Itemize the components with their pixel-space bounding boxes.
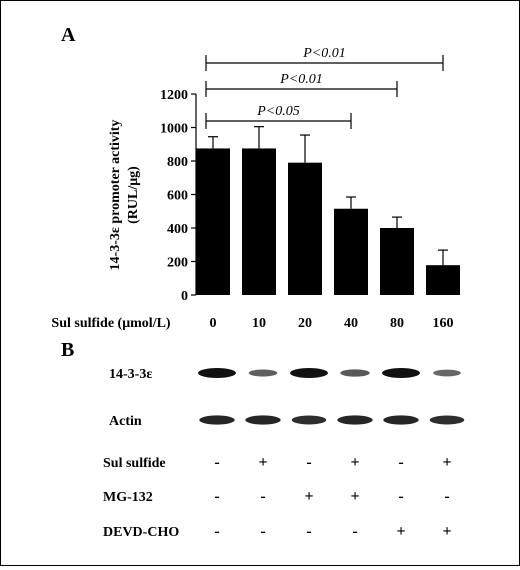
blot-band-2-6	[429, 415, 465, 425]
blot-band-1-2	[248, 369, 278, 377]
treatment-mark-2-3: +	[304, 488, 313, 505]
y-tick-label-600: 600	[167, 189, 188, 204]
treatment-mark-1-5: -	[398, 454, 403, 471]
bar-80	[380, 228, 414, 295]
x-tick-label-0: 0	[210, 316, 217, 331]
treatment-mark-2-4: +	[350, 488, 359, 505]
treatment-mark-1-1: -	[214, 454, 219, 471]
treatment-mark-3-2: -	[260, 523, 265, 540]
treatment-mark-2-1: -	[214, 488, 219, 505]
x-axis-label: Sul sulfide (μmol/L)	[51, 316, 171, 331]
bar-chart: 14-3-3ε promoter activity (RUL/μg) Sul s…	[51, 46, 460, 331]
bar-10	[242, 148, 276, 295]
sig-label-3: P<0.05	[256, 104, 300, 119]
y-tick-label-1000: 1000	[160, 122, 188, 137]
blot-band-1-4	[340, 369, 370, 377]
treatment-label-3: DEVD-CHO	[103, 525, 179, 540]
x-tick-label-20: 20	[298, 316, 312, 331]
treatment-label-1: Sul sulfide	[103, 456, 166, 471]
y-tick-label-1200: 1200	[160, 88, 188, 103]
panel-a-label: A	[61, 24, 76, 46]
sig-label-2: P<0.01	[279, 72, 323, 87]
treatment-mark-3-4: -	[352, 523, 357, 540]
x-tick-label-80: 80	[390, 316, 404, 331]
treatment-mark-3-6: +	[442, 523, 451, 540]
treatment-table: Sul sulfide - + - + - + MG-132 - - + + - - DEVD-CHO - - -…	[103, 454, 452, 540]
x-tick-label-160: 160	[433, 316, 454, 331]
bar-0	[196, 148, 230, 295]
treatment-mark-1-3: -	[306, 454, 311, 471]
y-tick-label-400: 400	[167, 222, 188, 237]
treatment-mark-2-6: -	[444, 488, 449, 505]
treatment-mark-3-5: +	[396, 523, 405, 540]
y-tick-label-0: 0	[181, 289, 188, 304]
blot-band-1-3	[290, 368, 328, 378]
panel-b-label: B	[61, 339, 74, 361]
blot-band-1-6	[433, 369, 461, 377]
blot-band-2-5	[383, 415, 419, 425]
blot-row-label-1: 14-3-3ε	[109, 367, 152, 382]
y-axis-label-line1: 14-3-3ε promoter activity	[108, 120, 123, 271]
blot-band-1-1	[198, 368, 236, 378]
blot-band-2-4	[337, 415, 373, 425]
treatment-mark-1-4: +	[350, 454, 359, 471]
bar-20	[288, 162, 322, 295]
treatment-mark-2-5: -	[398, 488, 403, 505]
y-tick-label-800: 800	[167, 155, 188, 170]
western-blot: 14-3-3ε Actin	[109, 367, 465, 429]
blot-band-2-3	[291, 415, 327, 425]
bar-40	[334, 208, 368, 295]
treatment-mark-2-2: -	[260, 488, 265, 505]
treatment-mark-3-1: -	[214, 523, 219, 540]
treatment-mark-1-6: +	[442, 454, 451, 471]
blot-row-label-2: Actin	[109, 414, 142, 429]
blot-band-2-1	[199, 415, 235, 425]
sig-label-1: P<0.01	[302, 46, 346, 61]
treatment-mark-3-3: -	[306, 523, 311, 540]
blot-band-1-5	[382, 368, 420, 378]
x-tick-label-10: 10	[252, 316, 266, 331]
treatment-mark-1-2: +	[258, 454, 267, 471]
y-tick-label-200: 200	[167, 256, 188, 271]
treatment-label-2: MG-132	[103, 490, 153, 505]
y-axis-label-line2: (RUL/μg)	[126, 166, 141, 224]
blot-band-2-2	[245, 415, 281, 425]
bar-160	[426, 265, 460, 295]
x-tick-label-40: 40	[344, 316, 358, 331]
